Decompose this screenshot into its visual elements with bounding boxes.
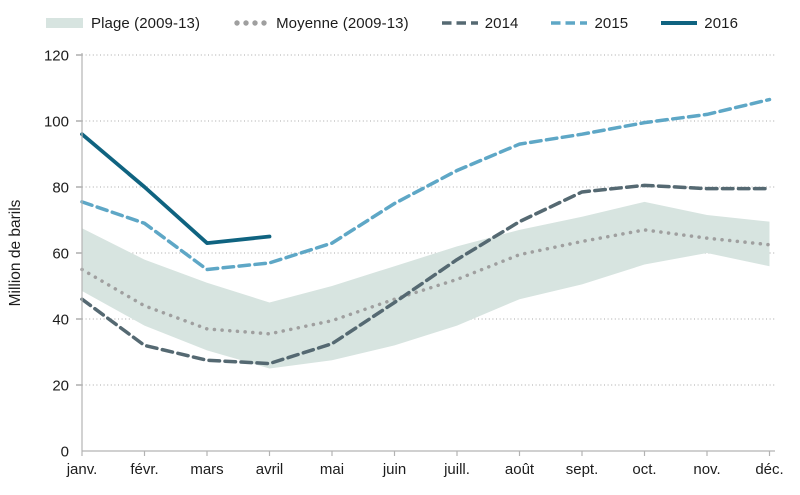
x-tick-label: avril [256,461,284,478]
legend-label-plage: Plage (2009-13) [91,14,201,32]
series-line-moyenne-2009-13 [80,228,772,336]
y-tick-label: 0 [61,444,69,461]
chart-legend: Plage (2009-13) Moyenne (2009-13) 2014 2… [45,8,738,38]
series-line-2015 [80,97,772,272]
series-line-2016 [80,132,272,246]
legend-item-2016: 2016 [660,15,738,32]
y-axis-title: Million de barils [7,199,24,306]
x-tick-label: déc. [755,461,783,478]
x-tick-label: oct. [632,461,656,478]
x-tick-label: juill. [443,461,470,478]
solid-line-swatch-icon [661,21,698,25]
legend-label-2014: 2014 [484,14,519,32]
x-tick-label: juin [382,461,406,478]
series-line-2014 [80,183,772,366]
dashed-line-swatch-icon [551,21,588,25]
x-tick-label: sept. [566,461,599,478]
legend-item-2015: 2015 [550,15,628,32]
band-swatch-icon [46,18,83,28]
y-tick-label: 40 [52,312,69,329]
legend-item-plage: Plage (2009-13) [45,15,200,32]
legend-label-moyenne: Moyenne (2009-13) [276,14,409,32]
y-tick-label: 20 [52,378,69,395]
legend-item-2014: 2014 [441,15,519,32]
x-tick-label: mars [190,461,223,478]
y-tick-label: 60 [52,246,69,263]
chart-plot-area: 0 20 40 60 80 100 120 janv. févr. mars avril mai jui… [7,48,784,479]
y-tick-label: 100 [44,114,69,131]
dotted-line-swatch-icon [234,20,267,26]
x-tick-label: nov. [693,461,720,478]
x-tick-label: janv. [66,461,98,478]
y-tick-label: 120 [44,48,69,65]
x-tick-label: févr. [130,461,158,478]
legend-item-moyenne: Moyenne (2009-13) [232,15,409,32]
x-tick-label: août [505,461,535,478]
band-area-plage-2009-13 [82,201,770,369]
dashed-line-swatch-icon [441,21,478,25]
x-tick-label: mai [320,461,344,478]
y-tick-label: 80 [52,180,69,197]
legend-label-2015: 2015 [594,14,629,32]
legend-label-2016: 2016 [704,14,739,32]
